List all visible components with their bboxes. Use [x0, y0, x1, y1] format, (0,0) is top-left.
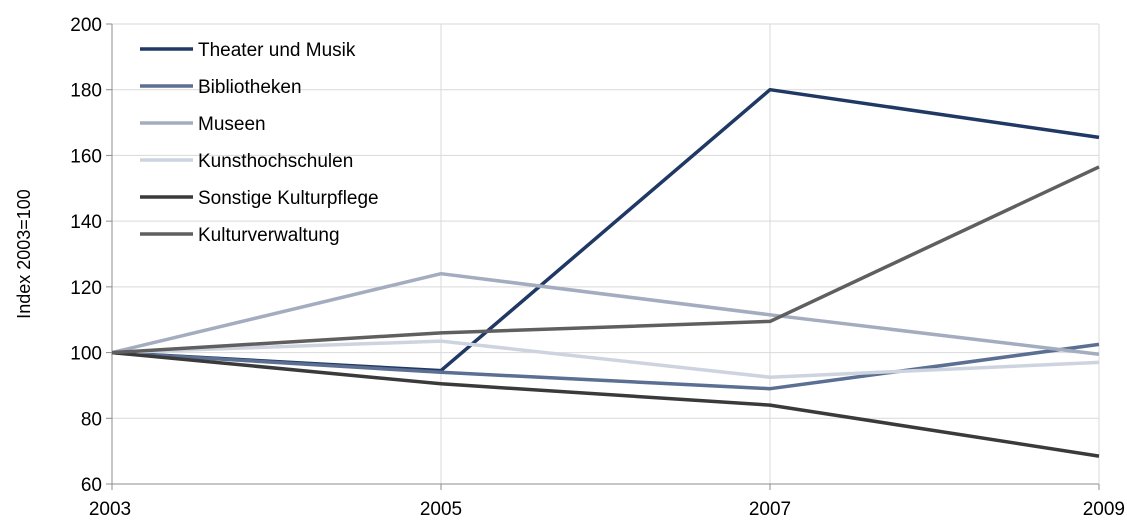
legend-label: Kulturverwaltung: [198, 225, 340, 246]
legend: Theater und Musik Bibliotheken Museen Kunst…: [140, 40, 379, 246]
x-axis-ticks: 2003 2005 2007 2009: [89, 484, 1125, 520]
legend-label: Theater und Musik: [198, 40, 356, 61]
y-tick-label: 140: [70, 212, 102, 233]
legend-label: Museen: [198, 114, 266, 135]
gridlines: [112, 23, 1099, 484]
legend-label: Kunsthochschulen: [198, 151, 353, 172]
series-line-5: [111, 350, 1100, 458]
y-tick-label: 200: [70, 15, 102, 36]
series-line-6: [111, 165, 1100, 355]
y-axis-title: Index 2003=100: [14, 189, 34, 319]
y-axis-ticks: 60 80 100 120 140 160 180 200: [70, 15, 112, 496]
y-tick-label: 180: [70, 81, 102, 102]
y-tick-label: 160: [70, 146, 102, 167]
series-line-3: [111, 271, 1100, 356]
series-line-2: [111, 342, 1100, 391]
y-tick-label: 100: [70, 344, 102, 365]
y-tick-label: 60: [81, 475, 102, 496]
y-tick-label: 120: [70, 278, 102, 299]
legend-label: Sonstige Kulturpflege: [198, 188, 379, 209]
legend-label: Bibliotheken: [198, 77, 302, 98]
y-tick-label: 80: [81, 409, 102, 430]
x-tick-label: 2007: [749, 499, 791, 520]
x-tick-label: 2005: [420, 499, 462, 520]
series-line-4: [111, 339, 1100, 379]
x-tick-label: 2009: [1083, 499, 1125, 520]
axes: [111, 24, 1100, 485]
series-lines: [111, 87, 1100, 458]
x-tick-label: 2003: [89, 499, 131, 520]
